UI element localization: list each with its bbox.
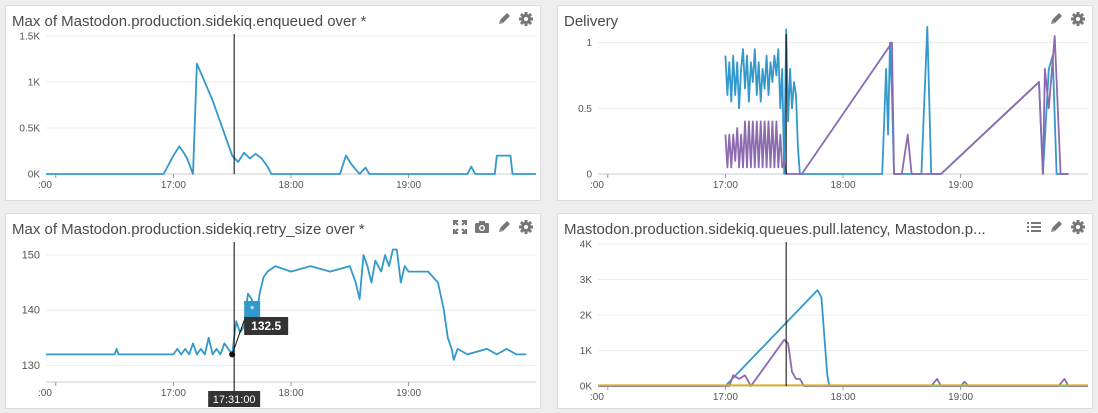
x-tick-label: 19:00	[396, 388, 421, 399]
y-tick-label: 1K	[580, 346, 593, 357]
y-tick-label: 1K	[28, 78, 41, 89]
gear-icon[interactable]	[1070, 11, 1086, 27]
x-tick-label: 18:00	[830, 392, 855, 403]
pull-latency-chart[interactable]: 0K 1K 2K 3K 4K :00 17:00 18:00 19:00	[558, 214, 1094, 410]
x-tick-label: 17:00	[161, 180, 186, 191]
tooltip-series-marker	[244, 301, 261, 317]
tooltip-leader	[231, 320, 245, 355]
y-tick-label: 130	[22, 360, 40, 372]
tooltip-series-marker-text: *	[250, 304, 255, 316]
panel-delivery: Delivery 0 0.5 1:00 17:00 18:00 19:00	[557, 5, 1093, 201]
camera-icon[interactable]	[474, 219, 490, 235]
x-tick-label: 17:00	[161, 388, 186, 399]
x-tick-label: 19:00	[948, 180, 973, 191]
gear-icon[interactable]	[518, 11, 534, 27]
panel-icons	[1026, 219, 1086, 235]
y-tick-label: 0	[586, 170, 592, 181]
x-tick-label: 17:00	[713, 392, 738, 403]
gear-icon[interactable]	[518, 219, 534, 235]
y-tick-label: 0.5K	[19, 124, 40, 135]
expand-icon[interactable]	[452, 219, 468, 235]
pencil-icon[interactable]	[1048, 11, 1064, 27]
tooltip-time: 17:31:00	[213, 394, 256, 406]
x-tick-label: :00	[38, 180, 52, 191]
y-tick-label: 140	[22, 305, 40, 317]
y-tick-label: 0K	[28, 170, 41, 181]
panel-retry-size: Max of Mastodon.production.sidekiq.retry…	[5, 213, 541, 409]
x-tick-label: 18:00	[830, 180, 855, 191]
pencil-icon[interactable]	[496, 11, 512, 27]
series-line-blue[interactable]	[598, 289, 1088, 387]
x-tick-label: :00	[590, 392, 604, 403]
x-tick-label: 19:00	[948, 392, 973, 403]
x-tick-label: :00	[38, 388, 52, 399]
panel-enqueued: Max of Mastodon.production.sidekiq.enque…	[5, 5, 541, 201]
panel-icons	[496, 11, 534, 27]
x-tick-label: 18:00	[278, 180, 303, 191]
series-line-blue[interactable]	[46, 62, 536, 175]
series-line-purple[interactable]	[598, 338, 1088, 387]
y-tick-label: 0K	[580, 382, 593, 393]
series-line-blue[interactable]	[46, 248, 527, 361]
pencil-icon[interactable]	[1048, 219, 1064, 235]
y-tick-label: 3K	[580, 275, 593, 286]
y-tick-label: 4K	[580, 240, 593, 251]
tooltip-value: 132.5	[251, 319, 281, 333]
list-icon[interactable]	[1026, 219, 1042, 235]
x-tick-label: :00	[590, 180, 604, 191]
enqueued-chart[interactable]: 0K 0.5K 1K 1.5K :00 17:00 18:00 19:00	[6, 6, 542, 202]
series-line-purple[interactable]	[724, 35, 1069, 175]
y-tick-label: 2K	[580, 311, 593, 322]
tooltip-time-box	[208, 391, 261, 407]
panel-icons	[452, 219, 534, 235]
x-tick-label: 17:00	[713, 180, 738, 191]
pencil-icon[interactable]	[496, 219, 512, 235]
panel-pull-latency: Mastodon.production.sidekiq.queues.pull.…	[557, 213, 1093, 409]
tooltip-value-box	[244, 317, 289, 335]
retry-size-chart[interactable]: 130 140 150 :00 17:00 18:00 19:00 * 132.5 17:31:0…	[6, 214, 542, 410]
y-tick-label: 1.5K	[19, 32, 40, 43]
delivery-chart[interactable]: 0 0.5 1 :00 17:00 18:00 19:00	[558, 6, 1094, 202]
gear-icon[interactable]	[1070, 219, 1086, 235]
x-tick-label: 18:00	[278, 388, 303, 399]
y-tick-label: 150	[22, 250, 40, 262]
y-tick-label: 0.5	[578, 104, 592, 115]
x-tick-label: 19:00	[396, 180, 421, 191]
y-tick-label: 1	[586, 38, 592, 49]
panel-icons	[1048, 11, 1086, 27]
